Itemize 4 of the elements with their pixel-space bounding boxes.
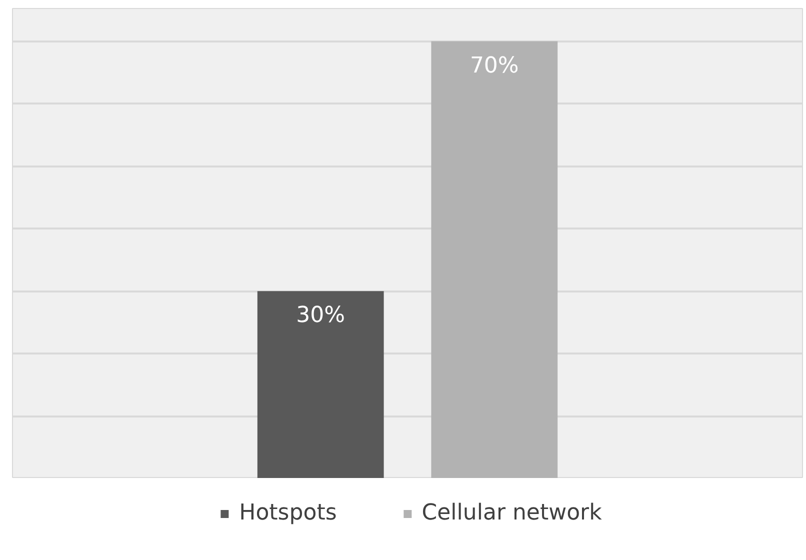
legend-label: Cellular network bbox=[422, 500, 602, 526]
data-label: 30% bbox=[296, 303, 346, 328]
data-label: 70% bbox=[470, 53, 519, 78]
legend-label: Hotspots bbox=[239, 500, 337, 526]
